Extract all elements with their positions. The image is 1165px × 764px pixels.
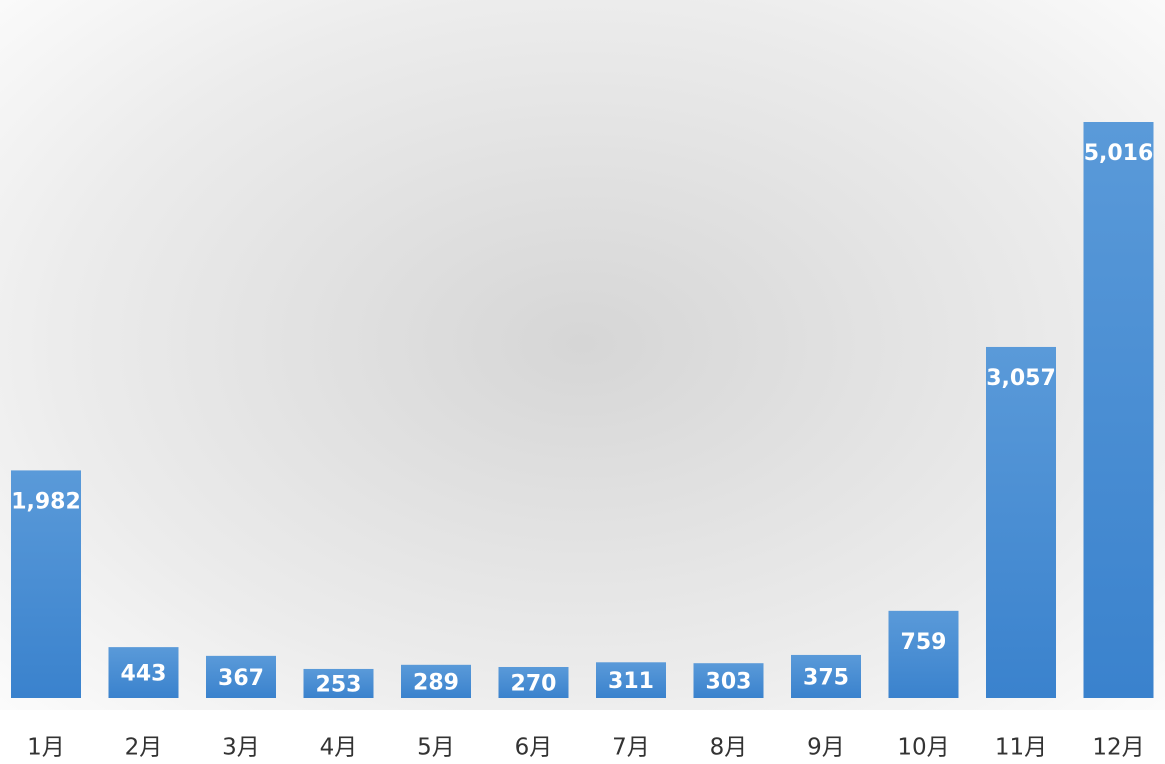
value-label: 311 xyxy=(608,669,654,694)
value-label: 5,016 xyxy=(1084,141,1154,166)
x-tick-label: 11月 xyxy=(995,735,1047,761)
bar xyxy=(401,664,471,698)
value-label: 289 xyxy=(413,670,459,695)
value-label: 367 xyxy=(218,666,264,691)
bar xyxy=(206,655,276,698)
x-tick-label: 1月 xyxy=(27,735,65,761)
value-label: 1,982 xyxy=(11,489,81,514)
bar xyxy=(1083,122,1154,698)
x-tick-label: 7月 xyxy=(612,735,650,761)
x-tick-label: 10月 xyxy=(897,735,949,761)
bar xyxy=(791,654,861,698)
x-tick-label: 6月 xyxy=(515,735,553,761)
x-tick-label: 8月 xyxy=(710,735,748,761)
value-label: 375 xyxy=(803,665,849,690)
value-label: 253 xyxy=(316,672,362,697)
bar xyxy=(693,663,764,698)
bar xyxy=(986,346,1056,698)
bar xyxy=(596,662,666,698)
bar xyxy=(11,470,81,698)
x-tick-label: 5月 xyxy=(417,735,455,761)
x-tick-label: 4月 xyxy=(320,735,358,761)
footer-area xyxy=(0,710,1165,764)
x-tick-label: 9月 xyxy=(807,735,845,761)
value-label: 270 xyxy=(511,671,557,696)
bar xyxy=(303,668,374,698)
bar xyxy=(888,610,959,698)
value-label: 443 xyxy=(121,662,167,687)
value-label: 3,057 xyxy=(986,366,1056,391)
x-tick-label: 12月 xyxy=(1092,735,1144,761)
value-label: 303 xyxy=(706,670,752,695)
bar xyxy=(108,647,179,698)
x-tick-label: 2月 xyxy=(125,735,163,761)
x-tick-label: 3月 xyxy=(222,735,260,761)
bar xyxy=(498,666,569,698)
value-label: 759 xyxy=(901,630,947,655)
